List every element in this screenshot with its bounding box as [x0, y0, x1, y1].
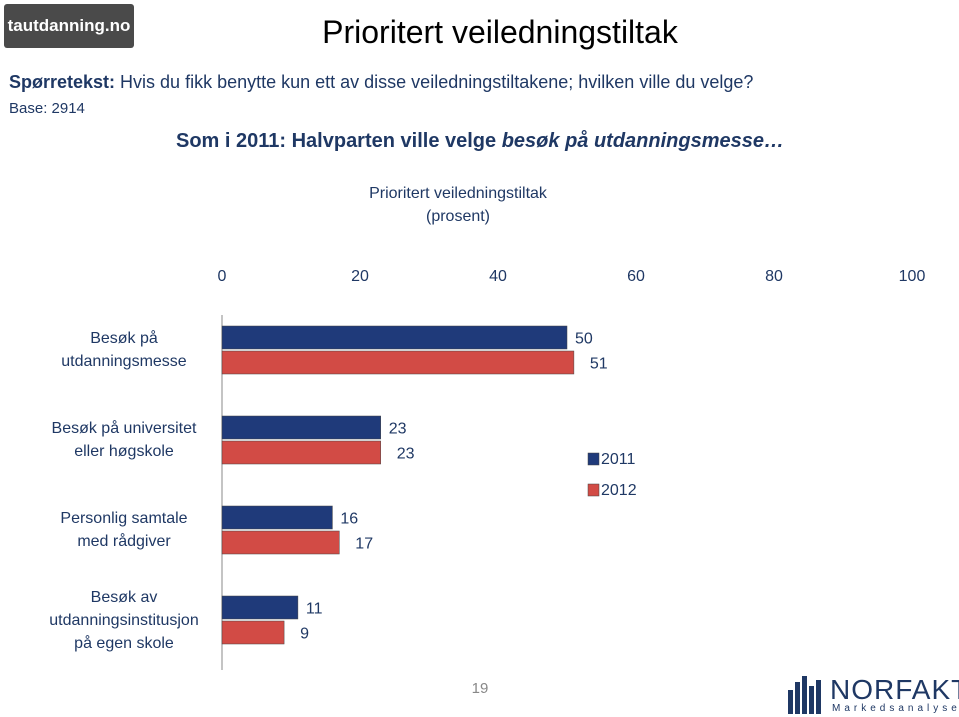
brand-icon: [788, 690, 793, 714]
value-label: 9: [300, 626, 309, 643]
x-tick-label: 60: [627, 268, 645, 285]
page-number: 19: [471, 680, 489, 697]
brand-icon: [809, 686, 814, 714]
question-label: Spørretekst:: [9, 72, 116, 92]
brand-icon: [816, 680, 821, 714]
bar: [221, 530, 340, 555]
chart-subtitle: (prosent): [425, 208, 491, 225]
chart-title: Prioritert veiledningstiltak: [369, 185, 547, 202]
brand: NORFAKTA: [830, 674, 959, 705]
value-label: 17: [355, 536, 373, 553]
category-label: Besøk av utdanningsinstitusjon på egen s…: [49, 588, 199, 652]
value-label: 23: [389, 421, 407, 438]
brand-icon: [795, 682, 800, 714]
x-tick-label: 0: [218, 268, 227, 285]
legend-swatch: [587, 452, 600, 466]
category-label: Besøk på universitet eller høgskole: [51, 420, 197, 460]
category-label: Besøk på utdanningsmesse: [61, 330, 187, 370]
question: Spørretekst: Hvis du fikk benytte kun et…: [9, 72, 753, 93]
bar: [221, 595, 299, 620]
brand-icon: [802, 676, 807, 714]
brand-subtitle: Markedsanalyse: [832, 703, 959, 714]
headline: Som i 2011: Halvparten ville velge besøk…: [100, 130, 860, 153]
bar: [221, 415, 381, 440]
slide-title: Prioritert veiledningstiltak: [322, 14, 678, 50]
x-tick-label: 40: [489, 268, 507, 285]
bar: [221, 325, 568, 350]
bar: [221, 350, 575, 375]
value-label: 11: [306, 601, 323, 618]
headline-emphasis: besøk på utdanningsmesse…: [501, 130, 784, 152]
x-tick-label: 100: [899, 268, 926, 285]
value-label: 51: [590, 356, 608, 373]
value-label: 16: [340, 511, 358, 528]
value-label: 50: [575, 331, 593, 348]
base: Base: 2914: [9, 100, 85, 117]
x-tick-label: 20: [351, 268, 369, 285]
headline-text: Som i 2011: Halvparten ville velge: [175, 130, 497, 152]
bar: [221, 440, 381, 465]
legend-label: 2012: [601, 482, 637, 499]
chart-titles: Prioritert veiledningstiltak (prosent): [258, 182, 658, 228]
bar: [221, 620, 285, 645]
logo: tautdanning.no: [4, 4, 134, 48]
value-label: 23: [397, 446, 415, 463]
bar: [221, 505, 333, 530]
legend-label: 2011: [601, 451, 636, 468]
question-text: Hvis du fikk benytte kun ett av disse ve…: [120, 72, 754, 92]
legend-swatch: [587, 483, 600, 497]
category-label: Personlig samtale med rådgiver: [60, 510, 188, 550]
x-tick-label: 80: [765, 268, 783, 285]
